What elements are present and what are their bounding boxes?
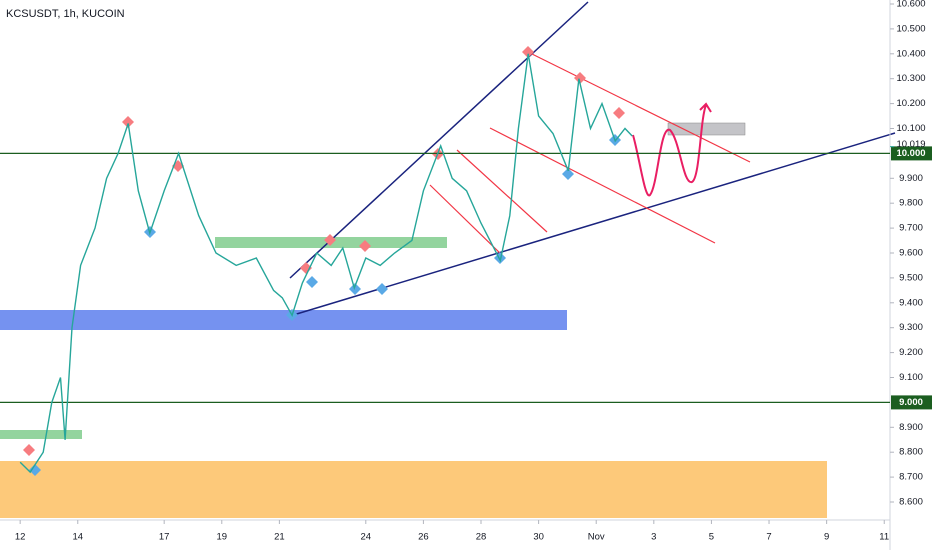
support-zone <box>0 310 567 330</box>
x-tick-label: Nov <box>588 532 605 543</box>
y-tick-label: 9.300 <box>899 322 923 333</box>
x-tick-label: 30 <box>533 532 544 543</box>
demand-zone <box>0 461 827 518</box>
y-tick-label: 8.800 <box>899 447 923 458</box>
price-line <box>19 53 633 474</box>
x-tick-label: 12 <box>15 532 26 543</box>
x-tick-label: 9 <box>824 532 829 543</box>
y-tick-label: 9.600 <box>899 248 923 259</box>
y-tick-label: 9.400 <box>899 297 923 308</box>
target-zone <box>667 122 746 136</box>
x-tick-label: 21 <box>274 532 285 543</box>
x-tick-label: 5 <box>709 532 714 543</box>
y-tick-label: 8.700 <box>899 472 923 483</box>
projection-path <box>632 102 712 197</box>
last-price-label: 10.019 <box>896 139 925 150</box>
y-tick-label: 8.900 <box>899 422 923 433</box>
x-tick-label: 11 <box>879 532 889 543</box>
y-tick-label: 9.500 <box>899 272 923 283</box>
trend-line <box>289 132 896 317</box>
y-tick-label: 10.100 <box>896 123 925 134</box>
level-label: 10.000 <box>896 148 925 159</box>
level-badge <box>891 395 932 410</box>
y-tick-label: 8.600 <box>899 497 923 508</box>
y-tick-label: 10.300 <box>896 73 925 84</box>
y-tick-label: 9.800 <box>899 198 923 209</box>
y-tick-label: 10.600 <box>896 0 925 10</box>
channel-line <box>527 51 751 163</box>
channel-line <box>489 127 716 244</box>
y-tick-label: 10.400 <box>896 48 925 59</box>
x-tick-label: 3 <box>651 532 656 543</box>
level-badge <box>891 146 932 161</box>
y-tick-label: 10.200 <box>896 98 925 109</box>
range-zone <box>0 430 82 439</box>
trend-line <box>289 1 589 279</box>
y-tick-label: 9.700 <box>899 223 923 234</box>
channel-line <box>456 149 548 233</box>
level-label: 9.000 <box>899 397 923 408</box>
y-tick-label: 9.200 <box>899 347 923 358</box>
x-tick-label: 14 <box>72 532 83 543</box>
x-tick-label: 19 <box>216 532 227 543</box>
x-tick-label: 17 <box>159 532 170 543</box>
pivot-highs <box>23 46 625 456</box>
y-tick-label: 9.900 <box>899 173 923 184</box>
chart-title: KCSUSDT, 1h, KUCOIN <box>6 8 125 20</box>
x-tick-label: 24 <box>361 532 372 543</box>
x-tick-label: 28 <box>476 532 487 543</box>
annotations <box>0 1 896 518</box>
y-tick-label: 9.100 <box>899 372 923 383</box>
y-tick-label: 10.500 <box>896 23 925 34</box>
x-tick-label: 7 <box>766 532 771 543</box>
x-tick-label: 26 <box>418 532 429 543</box>
